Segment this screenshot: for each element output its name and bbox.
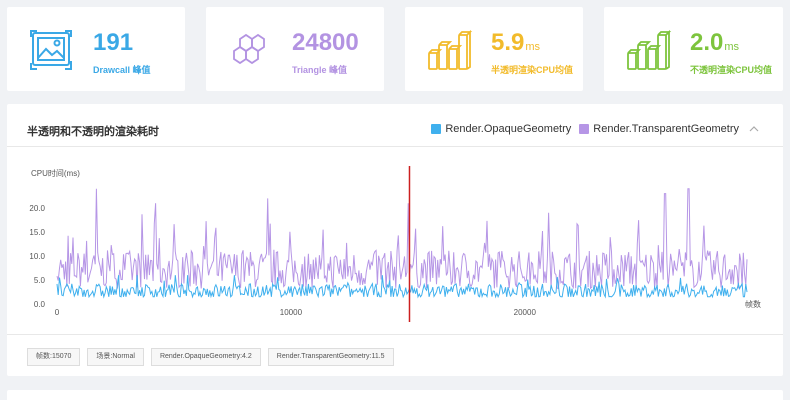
y-axis-label: CPU时间(ms)	[31, 168, 80, 178]
y-tick-label: 20.0	[29, 204, 45, 213]
x-tick-label: 10000	[280, 308, 303, 317]
chart-legend: Render.OpaqueGeometry Render.Transparent…	[423, 123, 739, 135]
x-tick-label: 20000	[514, 308, 537, 317]
triangle-peak-value: 24800	[292, 29, 359, 56]
x-axis-label: 帧数	[745, 299, 761, 309]
drawcall-peak-label: Drawcall 峰值	[93, 65, 151, 75]
triangle-peak-label: Triangle 峰值	[292, 65, 348, 75]
series-line-transparent[interactable]	[56, 188, 748, 290]
stat-card-opaque-cpu: 2.0ms 不透明渲染CPU均值	[604, 7, 783, 91]
bar-cylinders-icon	[627, 29, 672, 70]
transparent-value-tag: Render.TransparentGeometry:11.5	[267, 348, 394, 366]
y-tick-label: 10.0	[29, 252, 45, 261]
stat-card-triangle: 24800 Triangle 峰值	[206, 7, 384, 91]
image-frame-icon	[30, 30, 72, 70]
opaque-cpu-label: 不透明渲染CPU均值	[690, 65, 773, 75]
opaque-value-tag: Render.OpaqueGeometry:4.2	[150, 348, 261, 366]
x-tick-label: 0	[55, 308, 60, 317]
bar-cylinders-icon	[428, 29, 473, 70]
chart-info-tags: 帧数:15070 场景:Normal Render.OpaqueGeometry…	[27, 348, 401, 366]
legend-swatch-transparent	[579, 124, 590, 134]
render-time-chart-card: 半透明和不透明的渲染耗时 Render.OpaqueGeometry Rende…	[7, 104, 783, 376]
legend-label-transparent: Render.TransparentGeometry	[593, 123, 739, 135]
y-tick-label: 5.0	[34, 276, 46, 285]
chart-header-divider	[7, 146, 783, 147]
stat-card-drawcall: 191 Drawcall 峰值	[7, 7, 185, 91]
legend-label-opaque: Render.OpaqueGeometry	[445, 123, 572, 135]
legend-item-transparent[interactable]: Render.TransparentGeometry	[579, 123, 739, 135]
frame-count-tag: 帧数:15070	[27, 348, 81, 366]
next-section-card	[7, 390, 783, 400]
legend-swatch-opaque	[431, 124, 442, 134]
collapse-chevron-icon[interactable]	[747, 122, 761, 136]
legend-item-opaque[interactable]: Render.OpaqueGeometry	[431, 123, 571, 135]
opaque-cpu-value: 2.0ms	[690, 29, 740, 56]
stat-card-transparent-cpu: 5.9ms 半透明渲染CPU均值	[405, 7, 583, 91]
y-tick-label: 15.0	[29, 228, 45, 237]
drawcall-peak-value: 191	[93, 29, 134, 56]
chart-footer-divider	[7, 334, 783, 335]
transparent-cpu-label: 半透明渲染CPU均值	[491, 65, 574, 75]
render-time-line-chart[interactable]: CPU时间(ms) 0.0 5.0 10.0 15.0 20.0 0 10000 20000…	[7, 104, 783, 334]
y-tick-label: 0.0	[34, 300, 46, 309]
transparent-cpu-value: 5.9ms	[491, 29, 541, 56]
scene-tag: 场景:Normal	[87, 348, 144, 366]
series-line-opaque[interactable]	[56, 275, 748, 299]
hexagon-cluster-icon	[233, 33, 265, 65]
chart-title: 半透明和不透明的渲染耗时	[27, 126, 159, 138]
